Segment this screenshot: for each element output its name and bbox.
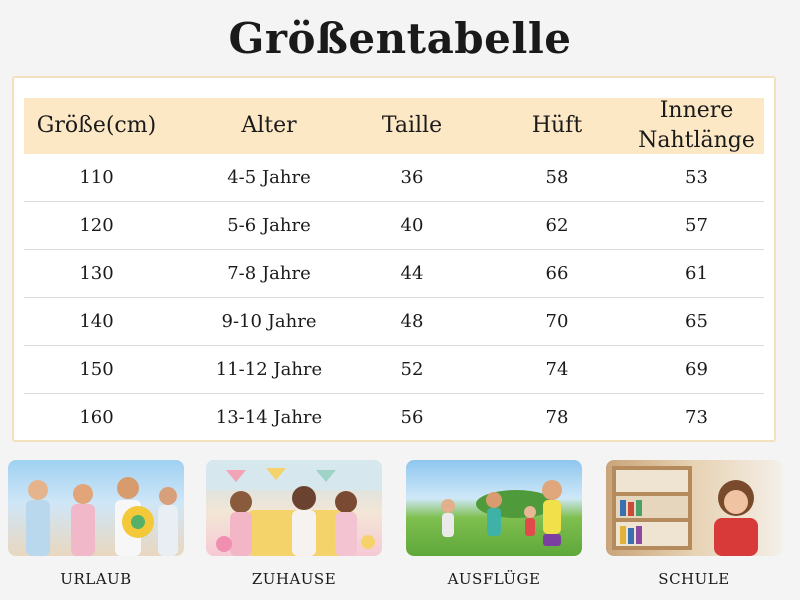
caption-trips: AUSFLÜGE [447, 570, 541, 588]
cell-hip: 70 [545, 311, 569, 332]
cell-size: 110 [79, 167, 114, 188]
cell-hip: 58 [545, 167, 569, 188]
cell-inseam: 65 [685, 311, 708, 332]
caption-home: ZUHAUSE [251, 570, 337, 588]
header-hip: Hüft [531, 113, 583, 138]
cell-size: 150 [79, 359, 114, 380]
cell-size: 160 [79, 407, 114, 428]
cell-hip: 66 [545, 263, 569, 284]
cell-size: 130 [79, 263, 114, 284]
cell-size: 140 [79, 311, 114, 332]
cell-waist: 36 [400, 167, 424, 188]
table-row: 140 9-10 Jahre 48 70 65 [24, 298, 764, 346]
cell-waist: 52 [400, 359, 424, 380]
cell-hip: 74 [545, 359, 569, 380]
cell-age: 5-6 Jahre [227, 215, 311, 236]
cell-inseam: 69 [685, 359, 708, 380]
cell-hip: 62 [545, 215, 569, 236]
cell-inseam: 57 [685, 215, 708, 236]
caption-school: SCHULE [658, 570, 730, 588]
header-size: Größe(cm) [36, 113, 157, 138]
cell-waist: 48 [400, 311, 424, 332]
cell-inseam: 61 [685, 263, 708, 284]
cell-size: 120 [79, 215, 114, 236]
header-inseam: Innere Nahtlänge [638, 98, 755, 153]
caption-vacation: URLAUB [60, 570, 132, 588]
home-photo [206, 460, 382, 556]
header-age: Alter [241, 113, 297, 138]
table-header-row: Größe(cm) Alter Taille Hüft Innere Nahtl… [24, 98, 764, 154]
vacation-photo [8, 460, 184, 556]
cell-inseam: 53 [685, 167, 708, 188]
cell-age: 13-14 Jahre [215, 407, 323, 428]
cell-hip: 78 [545, 407, 569, 428]
cell-waist: 56 [400, 407, 424, 428]
cell-age: 9-10 Jahre [221, 311, 317, 332]
cell-waist: 40 [400, 215, 424, 236]
school-photo [606, 460, 782, 556]
table-row: 130 7-8 Jahre 44 66 61 [24, 250, 764, 298]
table-row: 150 11-12 Jahre 52 74 69 [24, 346, 764, 394]
table-row: 110 4-5 Jahre 36 58 53 [24, 154, 764, 202]
cell-age: 7-8 Jahre [227, 263, 311, 284]
cell-age: 11-12 Jahre [215, 359, 323, 380]
cell-inseam: 73 [685, 407, 708, 428]
cell-age: 4-5 Jahre [227, 167, 311, 188]
size-table: Größe(cm) Alter Taille Hüft Innere Nahtl… [12, 76, 776, 442]
header-waist: Taille [381, 113, 443, 138]
table-row: 160 13-14 Jahre 56 78 73 [24, 394, 764, 442]
page-title: Größentabelle [228, 14, 572, 63]
cell-waist: 44 [400, 263, 424, 284]
table-row: 120 5-6 Jahre 40 62 57 [24, 202, 764, 250]
trip-photo [406, 460, 582, 556]
